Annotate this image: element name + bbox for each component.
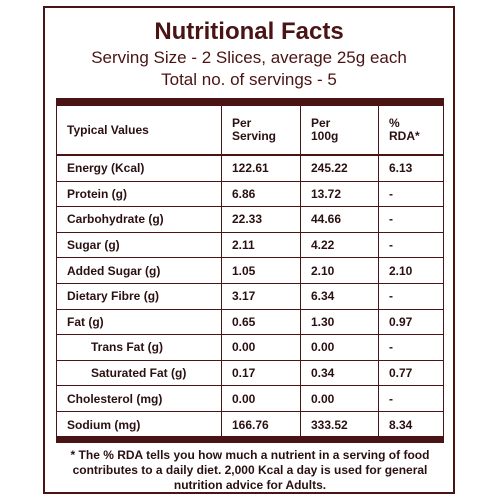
- table-row: Energy (Kcal) 122.61 245.22 6.13: [57, 156, 443, 182]
- header-per-100g: Per 100g: [301, 106, 379, 154]
- rda-value: -: [389, 212, 393, 227]
- nutrient-name: Dietary Fibre (g): [57, 283, 222, 309]
- nutrient-name: Cholesterol (mg): [57, 386, 222, 411]
- per-serving-value: 6.86: [222, 181, 301, 207]
- per-100g-value: 333.52: [301, 411, 379, 438]
- per-100g-value: 4.22: [301, 232, 379, 258]
- per-100g-value: 0.00: [301, 335, 379, 360]
- rda-value: -: [389, 238, 393, 253]
- per-serving-value: 1.05: [222, 258, 301, 283]
- header-per-serving: Per Serving: [222, 106, 301, 154]
- nutrient-name: Sugar (g): [57, 232, 222, 258]
- rda-value: 2.10: [389, 263, 413, 278]
- per-100g-value: 2.10: [301, 258, 379, 283]
- per-100g-value: 13.72: [301, 181, 379, 207]
- table-row: Dietary Fibre (g) 3.17 6.34-: [57, 283, 443, 310]
- nutrition-facts-panel: Nutritional Facts Serving Size - 2 Slice…: [43, 6, 455, 494]
- nutrient-name: Trans Fat (g): [57, 335, 222, 360]
- nutrient-name: Energy (Kcal): [57, 156, 222, 181]
- table-row: Cholesterol (mg) 0.00 0.00-: [57, 386, 443, 412]
- table-header-row: Typical Values Per Serving Per 100g % RDA*: [57, 106, 443, 156]
- per-serving-value: 0.65: [222, 309, 301, 335]
- table-row: Saturated Fat (g) 0.17 0.34 0.77: [57, 360, 443, 387]
- nutrient-name: Added Sugar (g): [57, 258, 222, 283]
- per-100g-value: 6.34: [301, 283, 379, 309]
- table-row: Fat (g) 0.65 1.30 0.97: [57, 309, 443, 336]
- per-serving-value: 0.17: [222, 360, 301, 386]
- table-row: Sodium (mg) 166.76 333.52 8.34: [57, 411, 443, 438]
- rda-value: -: [389, 340, 393, 355]
- header-typical-values: Typical Values: [57, 106, 222, 154]
- per-serving-value: 166.76: [222, 411, 301, 438]
- nutrient-name: Carbohydrate (g): [57, 207, 222, 232]
- per-serving-value: 22.33: [222, 207, 301, 232]
- rda-value: 6.13: [389, 161, 413, 176]
- rda-footnote: * The % RDA tells you how much a nutrien…: [70, 448, 430, 492]
- nutrient-name: Sodium (mg): [57, 411, 222, 438]
- per-100g-value: 1.30: [301, 309, 379, 335]
- servings-total-text: Total no. of servings - 5: [161, 70, 337, 89]
- rda-value: 0.97: [389, 314, 413, 329]
- per-100g-value: 0.34: [301, 360, 379, 386]
- table-row: Trans Fat (g) 0.00 0.00-: [57, 335, 443, 361]
- header-per-serving-label: Per Serving: [232, 116, 277, 143]
- label-title: Nutritional Facts: [154, 18, 344, 45]
- per-serving-value: 122.61: [222, 156, 301, 181]
- nutrient-name: Saturated Fat (g): [57, 360, 222, 386]
- per-serving-value: 0.00: [222, 335, 301, 360]
- header-per-100g-label: Per 100g: [311, 116, 339, 143]
- header-rda-label: % RDA*: [389, 116, 420, 143]
- rda-value: -: [389, 186, 393, 201]
- rda-value: -: [389, 391, 393, 406]
- header-rda: % RDA*: [379, 106, 443, 154]
- footnote-rule: [56, 436, 444, 443]
- nutrition-table: Typical Values Per Serving Per 100g % RDA* …: [56, 106, 444, 438]
- table-row: Added Sugar (g) 1.05 2.10 2.10: [57, 258, 443, 284]
- rda-value: 0.77: [389, 366, 413, 381]
- per-serving-value: 2.11: [222, 232, 301, 258]
- table-body: Energy (Kcal) 122.61 245.22 6.13 Protein (g)…: [57, 156, 443, 438]
- rda-value: -: [389, 289, 393, 304]
- nutrient-name: Protein (g): [57, 181, 222, 207]
- header-rule: [56, 98, 444, 106]
- per-serving-value: 0.00: [222, 386, 301, 411]
- table-row: Carbohydrate (g) 22.33 44.66-: [57, 207, 443, 233]
- per-100g-value: 245.22: [301, 156, 379, 181]
- per-serving-value: 3.17: [222, 283, 301, 309]
- per-100g-value: 44.66: [301, 207, 379, 232]
- nutrient-name: Fat (g): [57, 309, 222, 335]
- table-row: Protein (g) 6.86 13.72-: [57, 181, 443, 208]
- header-typical-values-label: Typical Values: [67, 122, 149, 137]
- per-100g-value: 0.00: [301, 386, 379, 411]
- table-row: Sugar (g) 2.11 4.22-: [57, 232, 443, 259]
- rda-value: 8.34: [389, 417, 413, 432]
- serving-size-text: Serving Size - 2 Slices, average 25g eac…: [91, 48, 407, 67]
